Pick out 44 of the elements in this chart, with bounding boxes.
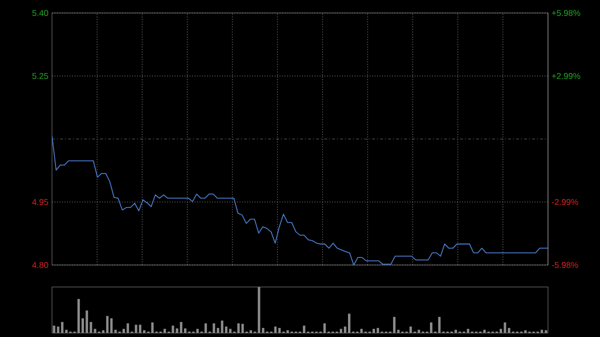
bar <box>454 330 457 333</box>
bar <box>438 316 441 333</box>
bar <box>180 322 182 333</box>
bar <box>86 310 88 333</box>
bar <box>430 322 432 333</box>
bar <box>110 318 113 333</box>
bar <box>151 322 154 333</box>
bar <box>172 326 174 333</box>
bar <box>372 328 375 333</box>
bar <box>508 328 510 333</box>
y2-tick-label: +2.99% <box>552 73 580 79</box>
y-tick-label: 5.25 <box>32 73 48 79</box>
bar <box>77 298 80 333</box>
bar <box>286 330 289 333</box>
bar <box>466 328 470 333</box>
bar <box>220 320 224 333</box>
bar <box>106 316 109 333</box>
bar <box>138 324 142 333</box>
bar <box>274 326 277 333</box>
bar <box>418 330 420 333</box>
bar <box>126 323 130 333</box>
bar <box>164 328 166 333</box>
bar <box>52 326 56 333</box>
bar <box>61 322 64 333</box>
y2-tick-label: +5.98% <box>552 10 580 16</box>
bar <box>302 326 306 333</box>
bar <box>500 328 502 333</box>
bar <box>323 323 326 333</box>
bar <box>376 328 380 333</box>
bar <box>204 323 207 333</box>
bar <box>250 330 252 333</box>
bar <box>229 328 232 333</box>
y-tick-label: 5.40 <box>32 10 48 16</box>
bar <box>241 324 244 333</box>
bar <box>409 326 412 333</box>
y-tick-label: 4.80 <box>32 262 48 268</box>
bar <box>393 316 396 333</box>
y2-tick-label: -5.98% <box>552 262 578 268</box>
y-tick-label: 4.95 <box>32 199 48 205</box>
bar <box>262 328 264 333</box>
bar <box>540 330 544 333</box>
bar <box>212 323 216 333</box>
y2-tick-label: -2.99% <box>552 199 578 205</box>
bar <box>348 314 350 333</box>
